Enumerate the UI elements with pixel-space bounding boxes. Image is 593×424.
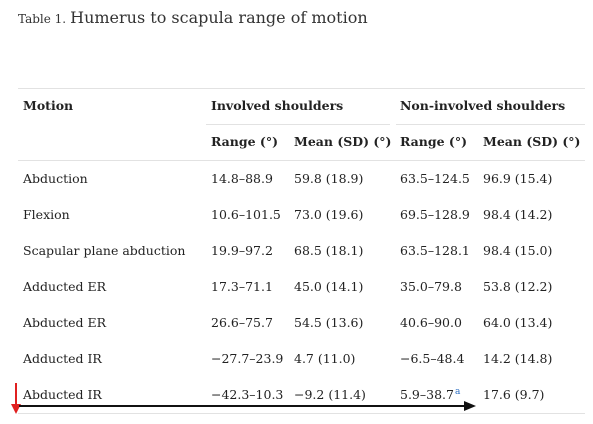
cell-noninvolved-range: −6.5–48.4 [400,351,465,366]
cell-involved-mean: 54.5 (13.6) [294,315,364,330]
header-involved-range: Range (°) [211,134,278,149]
cell-involved-range: −42.3–10.3 [211,387,284,402]
cell-noninvolved-range: 69.5–128.9 [400,207,470,222]
cell-noninvolved-mean: 98.4 (15.0) [483,243,553,258]
footnote-link[interactable]: a [454,387,461,397]
cell-noninvolved-mean: 98.4 (14.2) [483,207,553,222]
cell-noninvolved-range: 63.5–124.5 [400,171,470,186]
cell-noninvolved-mean: 14.2 (14.8) [483,351,553,366]
cell-involved-range: −27.7–23.9 [211,351,284,366]
rule-involved-group [206,124,390,125]
cell-involved-mean: 59.8 (18.9) [294,171,364,186]
cell-motion: Adducted ER [23,279,107,294]
rule-header-bottom [18,160,585,161]
rule-noninvolved-group [396,124,585,125]
cell-motion: Scapular plane abduction [23,243,186,258]
cell-motion: Abducted ER [23,315,107,330]
table-caption: Table 1. Humerus to scapula range of moti… [18,8,368,27]
header-noninvolved: Non-involved shoulders [400,98,566,113]
cell-noninvolved-range: 35.0–79.8 [400,279,462,294]
cell-involved-range: 19.9–97.2 [211,243,273,258]
table-title: Humerus to scapula range of motion [70,8,368,27]
table-label: Table 1. [18,12,67,26]
cell-noninvolved-range-value: 5.9–38.7 [400,387,454,403]
cell-involved-mean: 73.0 (19.6) [294,207,364,222]
cell-noninvolved-range: 5.9–38.7a [400,387,460,402]
cell-involved-range: 26.6–75.7 [211,315,273,330]
cell-involved-range: 10.6–101.5 [211,207,281,222]
cell-motion: Flexion [23,207,70,222]
header-noninvolved-range: Range (°) [400,134,467,149]
cell-involved-range: 14.8–88.9 [211,171,273,186]
header-involved: Involved shoulders [211,98,344,113]
cell-noninvolved-mean: 17.6 (9.7) [483,387,545,402]
cell-involved-mean: 45.0 (14.1) [294,279,364,294]
cell-motion: Abducted IR [23,387,102,402]
cell-involved-mean: 4.7 (11.0) [294,351,356,366]
black-right-arrow [19,401,476,411]
rule-top [18,88,585,89]
header-motion: Motion [23,98,74,113]
rule-bottom [18,413,585,414]
cell-noninvolved-range: 40.6–90.0 [400,315,462,330]
red-down-arrow [11,383,21,414]
cell-noninvolved-mean: 53.8 (12.2) [483,279,553,294]
cell-noninvolved-mean: 96.9 (15.4) [483,171,553,186]
header-noninvolved-mean: Mean (SD) (°) [483,134,581,149]
cell-involved-range: 17.3–71.1 [211,279,273,294]
cell-noninvolved-mean: 64.0 (13.4) [483,315,553,330]
cell-noninvolved-range: 63.5–128.1 [400,243,470,258]
header-involved-mean: Mean (SD) (°) [294,134,392,149]
cell-involved-mean: 68.5 (18.1) [294,243,364,258]
cell-involved-mean: −9.2 (11.4) [294,387,366,402]
cell-motion: Adducted IR [23,351,102,366]
cell-motion: Abduction [23,171,88,186]
